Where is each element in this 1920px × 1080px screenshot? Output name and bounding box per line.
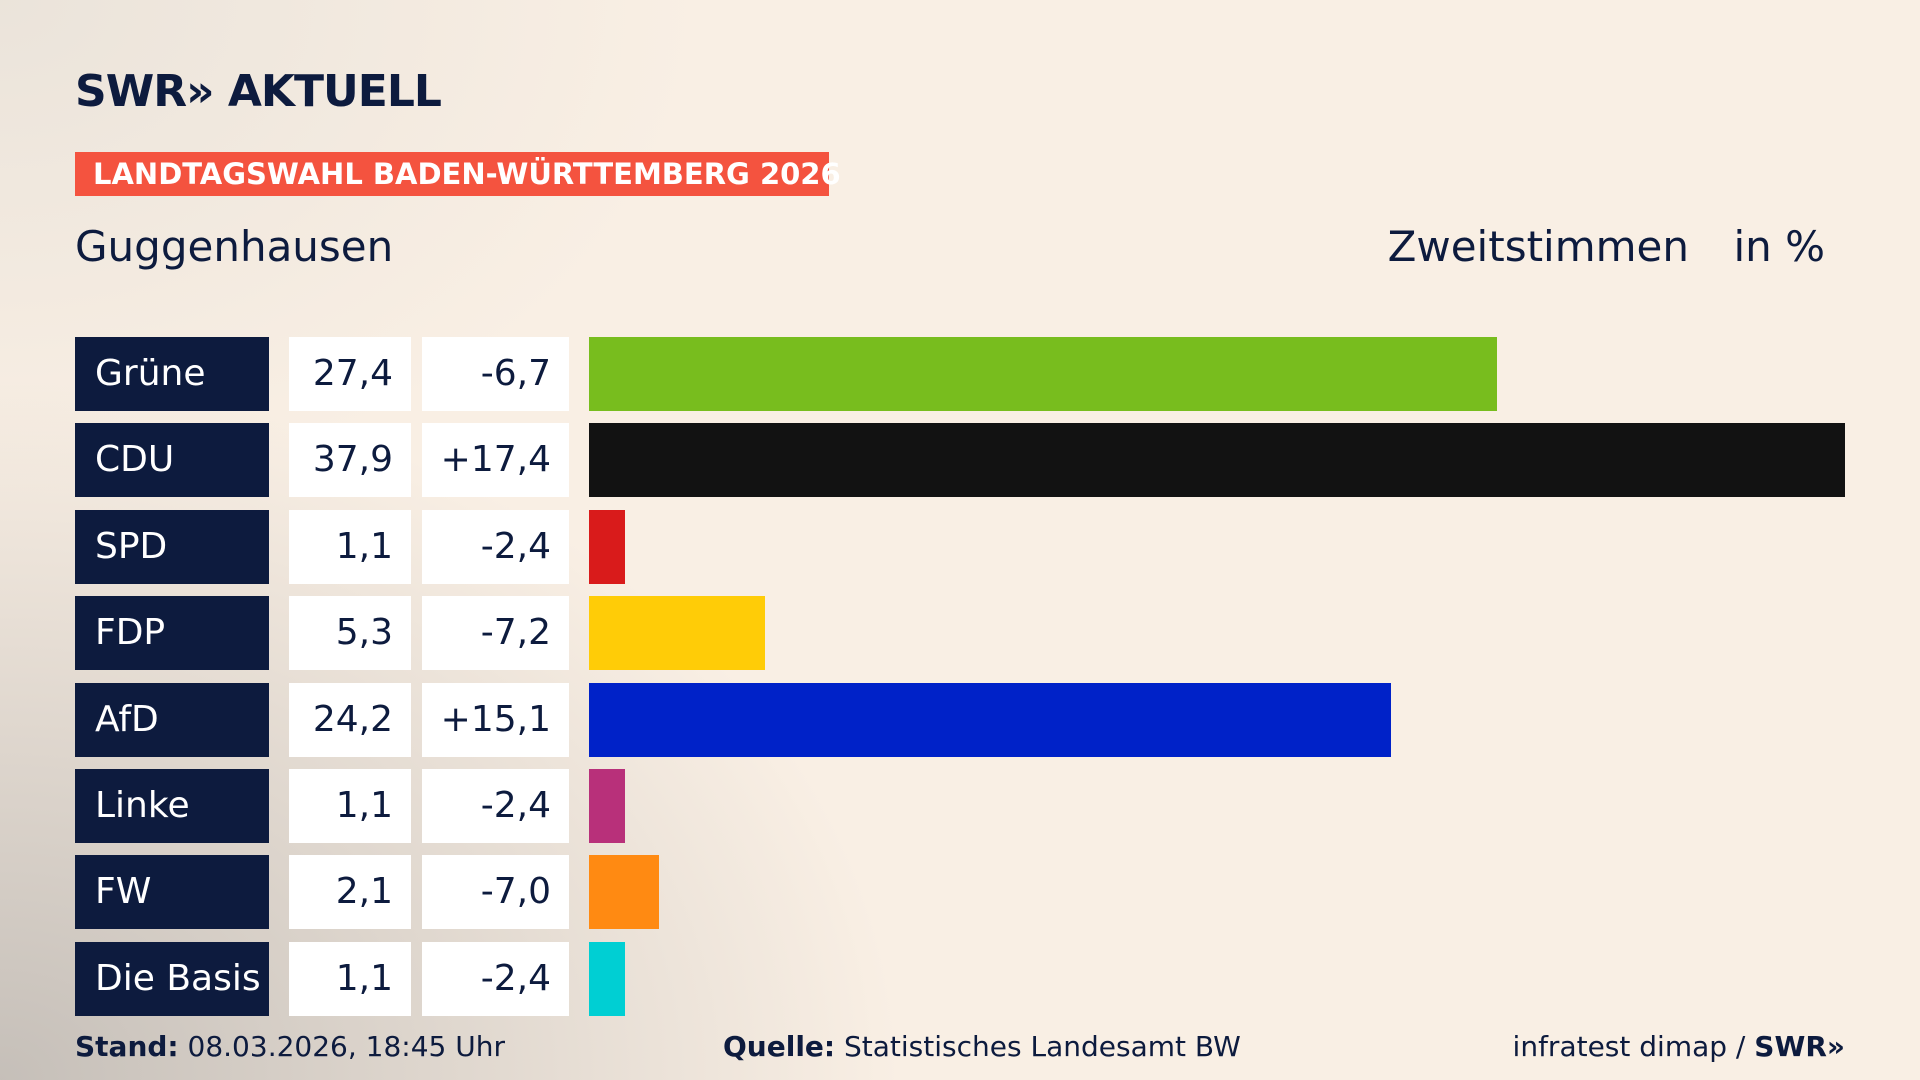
source: Quelle: Statistisches Landesamt BW xyxy=(723,1030,1241,1063)
bar xyxy=(589,941,626,1016)
party-name: Die Basis xyxy=(75,941,269,1016)
party-name: SPD xyxy=(75,509,269,584)
party-name: Linke xyxy=(75,769,269,843)
logo: SWR» AKTUELL xyxy=(75,66,442,117)
party-name: FW xyxy=(75,855,269,930)
value-label: 2,1 xyxy=(289,855,411,930)
change-label: -2,4 xyxy=(422,509,569,584)
value-label: 27,4 xyxy=(289,337,411,411)
logo-text: SWR xyxy=(75,66,187,117)
bar xyxy=(589,423,1845,498)
stand-value: 08.03.2026, 18:45 Uhr xyxy=(187,1030,505,1063)
value-label: 37,9 xyxy=(289,423,411,498)
change-label: +15,1 xyxy=(422,682,569,757)
column-label: Zweitstimmen xyxy=(1387,222,1689,271)
party-name: CDU xyxy=(75,423,269,498)
bar xyxy=(589,509,626,584)
change-label: -7,2 xyxy=(422,596,569,671)
change-label: -6,7 xyxy=(422,337,569,411)
bar xyxy=(589,596,765,671)
logo-arrows: » xyxy=(186,66,214,117)
value-label: 5,3 xyxy=(289,596,411,671)
bar xyxy=(589,855,659,930)
stand-label: Stand: xyxy=(75,1030,179,1063)
value-label: 1,1 xyxy=(289,769,411,843)
unit-label: in % xyxy=(1733,222,1825,271)
credit-arrows: » xyxy=(1826,1030,1845,1063)
value-label: 1,1 xyxy=(289,941,411,1016)
change-label: +17,4 xyxy=(422,423,569,498)
chart-title: Guggenhausen xyxy=(75,222,394,271)
source-label: Quelle: xyxy=(723,1030,836,1063)
credit: infratest dimap / SWR» xyxy=(1513,1030,1845,1063)
party-name: FDP xyxy=(75,596,269,671)
party-name: AfD xyxy=(75,682,269,757)
bar xyxy=(589,769,626,843)
banner: LANDTAGSWAHL BADEN-WÜRTTEMBERG 2026 xyxy=(75,152,841,196)
party-name: Grüne xyxy=(75,337,269,411)
change-label: -7,0 xyxy=(422,855,569,930)
credit-text: infratest dimap / xyxy=(1512,1030,1746,1063)
stand: Stand: 08.03.2026, 18:45 Uhr xyxy=(75,1030,505,1063)
change-label: -2,4 xyxy=(422,769,569,843)
logo-suffix: AKTUELL xyxy=(227,66,442,117)
value-label: 24,2 xyxy=(289,682,411,757)
credit-logo: SWR xyxy=(1754,1030,1827,1063)
change-label: -2,4 xyxy=(422,941,569,1016)
bar xyxy=(589,337,1498,411)
source-value: Statistisches Landesamt BW xyxy=(844,1030,1241,1063)
bar xyxy=(589,682,1391,757)
value-label: 1,1 xyxy=(289,509,411,584)
